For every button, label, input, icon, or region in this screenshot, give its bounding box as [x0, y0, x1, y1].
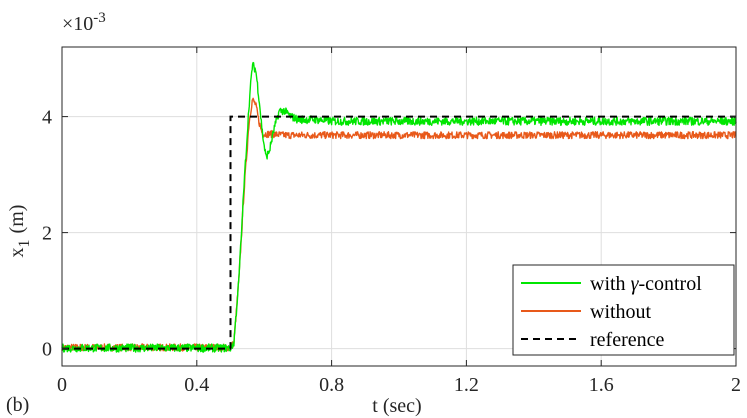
legend-label-gamma-control: with γ-control [590, 273, 702, 295]
legend-label-gamma-symbol: γ [631, 273, 640, 295]
x-tick-label: 0.8 [319, 374, 344, 396]
x-tick-label: 1.6 [589, 374, 614, 396]
x-axis-title: t (sec) [372, 395, 421, 417]
ticks: 0 0.4 0.8 1.2 1.6 2 0 2 4 [42, 47, 741, 396]
y-exponent-base: ×10 [62, 13, 93, 35]
y-axis-title-sub: 1 [16, 239, 33, 247]
legend-label-without: without [590, 301, 652, 323]
axes-frame [61, 46, 737, 367]
series-line-reference [62, 115, 736, 350]
legend-label-gamma-prefix: with [590, 273, 631, 295]
legend-label-gamma-suffix: -control [638, 273, 702, 295]
panel-label: (b) [6, 394, 29, 416]
x-tick-label: 0 [57, 374, 67, 396]
legend-label-reference: reference [590, 329, 664, 351]
y-axis-title-main: x [6, 247, 28, 257]
x-tick-label: 2 [731, 374, 741, 396]
y-axis-title: x1 (m) [6, 205, 33, 258]
y-axis-title-unit: (m) [6, 205, 28, 234]
y-exponent-label: ×10-3 [62, 10, 106, 35]
y-exponent-power: -3 [93, 10, 106, 26]
series-layer [61, 61, 737, 353]
y-tick-label: 0 [42, 339, 52, 361]
legend: with γ-control without reference [512, 264, 735, 356]
y-tick-label: 4 [42, 107, 52, 129]
x-tick-label: 0.4 [184, 374, 209, 396]
x-tick-label: 1.2 [454, 374, 479, 396]
y-tick-label: 2 [42, 223, 52, 245]
